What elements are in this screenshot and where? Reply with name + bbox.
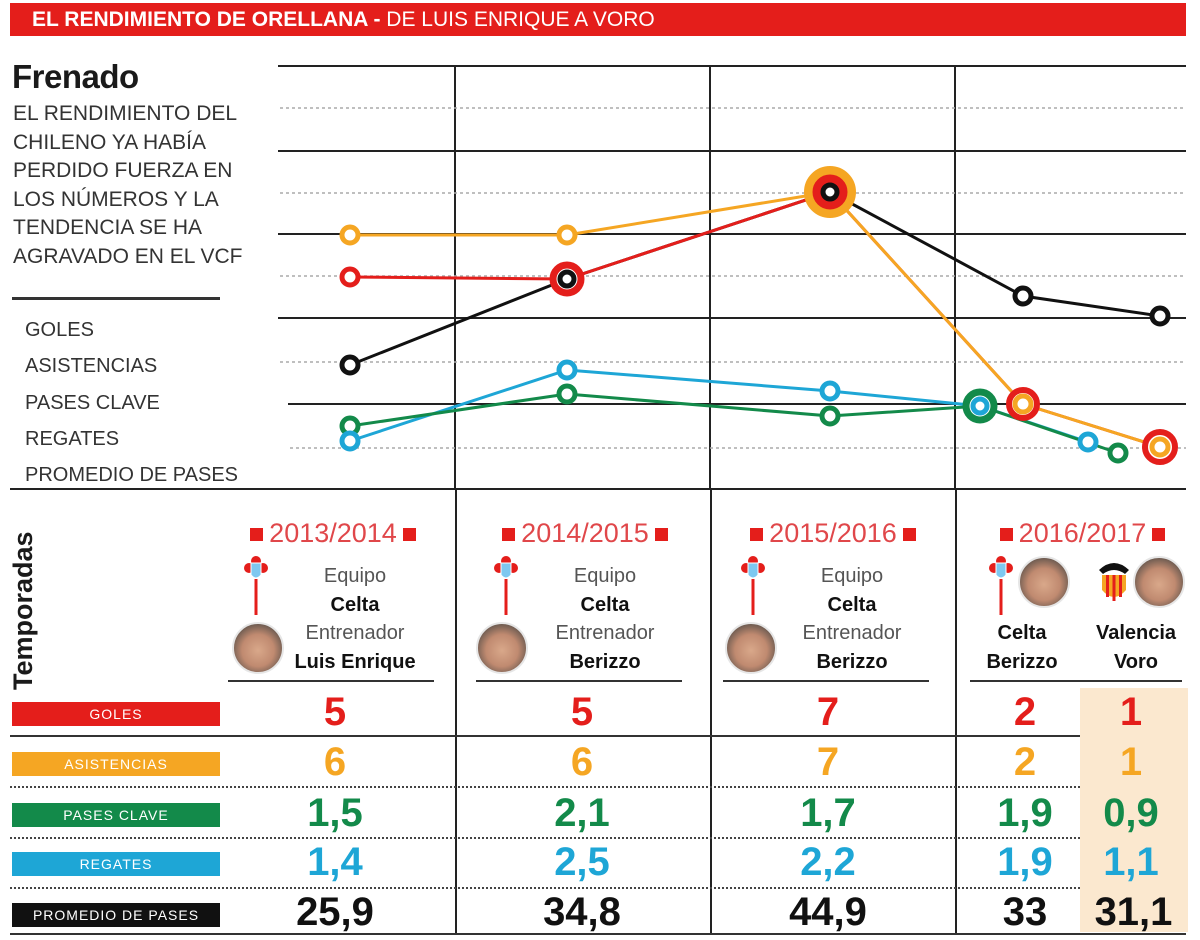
cell-promedio-pases-2016-valencia: 31,1	[1094, 890, 1173, 934]
row-label-promedio-pases: PROMEDIO DE PASES	[12, 903, 220, 927]
cell-promedio-pases-2014: 34,8	[543, 890, 621, 934]
celta-crest-icon	[244, 556, 268, 615]
legend: GOLES ASISTENCIAS PASES CLAVE REGATES PR…	[25, 312, 238, 493]
divider	[228, 680, 434, 682]
row-divider	[10, 837, 1080, 839]
row-label-asistencias: ASISTENCIAS	[12, 752, 220, 776]
divider	[723, 680, 929, 682]
celta-crest-icon	[494, 556, 518, 615]
celta-crest-icon	[989, 556, 1013, 615]
divider	[955, 489, 957, 935]
cell-regates-2013: 1,4	[307, 840, 363, 884]
season-info-2015: Equipo Celta Entrenador Berizzo	[802, 565, 902, 673]
divider	[970, 680, 1182, 682]
legend-item-pases-clave: PASES CLAVE	[25, 391, 160, 414]
cell-asistencias-2014: 6	[570, 740, 594, 784]
avatar-luis-enrique	[232, 622, 284, 674]
season-header-2013: 2013/2014	[228, 518, 438, 549]
grid	[10, 65, 1186, 490]
cell-pases-clave-2015: 1,7	[800, 791, 856, 835]
legend-item-regates: REGATES	[25, 427, 120, 450]
cell-regates-2016-valencia: 1,1	[1103, 840, 1159, 884]
legend-divider	[12, 297, 220, 300]
row-divider	[10, 786, 1080, 788]
season-info-2016-valencia: Valencia Voro	[1095, 622, 1177, 673]
cell-promedio-pases-2015: 44,9	[789, 890, 867, 934]
header-banner: EL RENDIMIENTO DE ORELLANA - DE LUIS ENR…	[10, 3, 1186, 36]
cell-pases-clave-2013: 1,5	[307, 791, 363, 835]
season-header-2015: 2015/2016	[728, 518, 938, 549]
season-info-2016-celta: Celta Berizzo	[986, 622, 1058, 673]
axis-label-temporadas: Temporadas	[8, 531, 38, 690]
legend-item-goles: GOLES	[25, 319, 94, 341]
cell-promedio-pases-2016-celta: 33	[1002, 890, 1048, 934]
row-divider	[10, 735, 1080, 737]
season-header-2014: 2014/2015	[480, 518, 690, 549]
row-label-regates: REGATES	[12, 852, 220, 876]
cell-asistencias-2013: 6	[323, 740, 347, 784]
cell-goles-2014: 5	[570, 690, 594, 734]
valencia-crest-icon	[1099, 563, 1129, 601]
cell-regates-2016-celta: 1,9	[997, 840, 1053, 884]
cell-asistencias-2016-celta: 2	[1013, 740, 1037, 784]
avatar-berizzo	[725, 622, 777, 674]
row-label-goles: GOLES	[12, 702, 220, 726]
season-info-2014: Equipo Celta Entrenador Berizzo	[555, 565, 655, 673]
line-chart	[10, 65, 1186, 490]
divider	[455, 489, 457, 935]
divider	[710, 489, 712, 935]
season-info-2013: Equipo Celta Entrenador Luis Enrique	[294, 565, 416, 673]
legend-item-promedio-pases: PROMEDIO DE PASES	[25, 464, 239, 487]
divider	[476, 680, 682, 682]
markers	[339, 166, 1178, 465]
cell-regates-2015: 2,2	[800, 840, 856, 884]
avatar-voro	[1133, 556, 1185, 608]
cell-pases-clave-2014: 2,1	[554, 791, 610, 835]
cell-regates-2014: 2,5	[554, 840, 610, 884]
avatar-berizzo	[476, 622, 528, 674]
cell-promedio-pases-2013: 25,9	[296, 890, 374, 934]
cell-goles-2016-celta: 2	[1013, 690, 1037, 734]
header-title-bold: EL RENDIMIENTO DE ORELLANA -	[32, 8, 387, 31]
avatar-berizzo	[1018, 556, 1070, 608]
legend-item-asistencias: ASISTENCIAS	[25, 355, 158, 378]
season-header-2016: 2016/2017	[975, 518, 1190, 549]
cell-goles-2016-valencia: 1	[1119, 690, 1143, 734]
cell-pases-clave-2016-valencia: 0,9	[1103, 791, 1159, 835]
cell-goles-2015: 7	[816, 690, 840, 734]
chart-subtitle: EL RENDIMIENTO DEL CHILENO YA HABÍA PERD…	[13, 102, 243, 268]
cell-asistencias-2015: 7	[816, 740, 840, 784]
row-divider	[10, 933, 1186, 935]
cell-goles-2013: 5	[323, 690, 347, 734]
cell-pases-clave-2016-celta: 1,9	[997, 791, 1053, 835]
row-label-pases-clave: PASES CLAVE	[12, 803, 220, 827]
cell-asistencias-2016-valencia: 1	[1119, 740, 1143, 784]
header-title-light: DE LUIS ENRIQUE A VORO	[386, 8, 655, 31]
chart-title: Frenado	[12, 58, 139, 95]
valencia-highlight	[1080, 688, 1188, 932]
row-divider	[10, 887, 1080, 889]
celta-crest-icon	[741, 556, 765, 615]
